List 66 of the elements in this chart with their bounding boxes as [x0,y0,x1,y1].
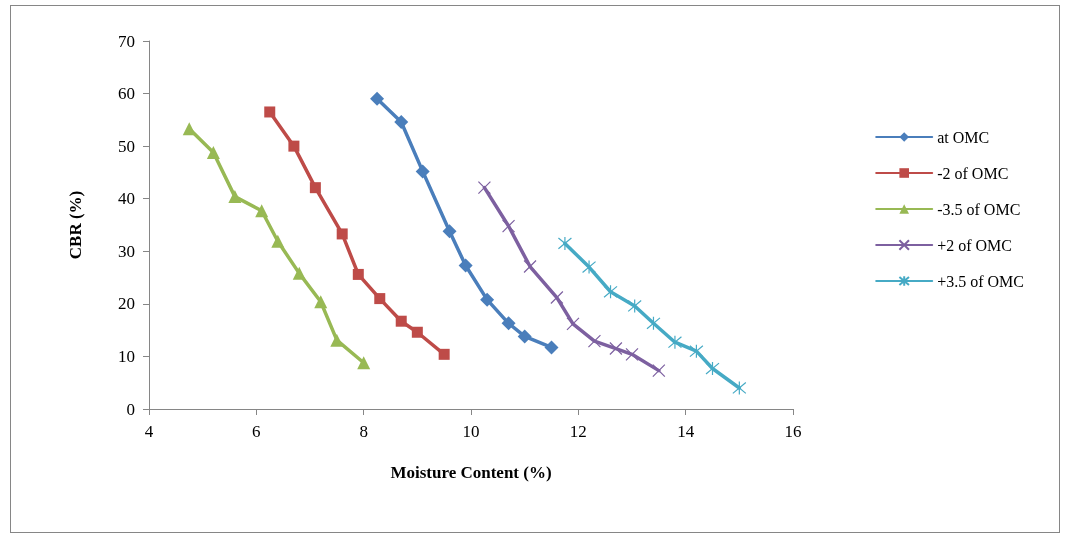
point [477,181,492,195]
point [625,347,639,361]
legend-label: -3.5 of OMC [937,200,1021,218]
point [394,114,409,129]
point [411,326,423,338]
y-tick-label: 20 [118,294,135,314]
point [228,190,242,204]
point [336,228,348,240]
x-tick-label: 16 [784,422,802,441]
x-tick-label: 12 [569,422,587,441]
point [330,333,344,347]
y-tick-label: 50 [118,136,135,156]
point [374,293,386,305]
y-tick-label: 10 [118,346,135,366]
point [501,316,516,331]
legend-label: +3.5 of OMC [937,272,1025,290]
point [609,341,623,356]
point [667,335,683,350]
point [438,348,450,360]
y-axis-title: CBR (%) [66,190,85,260]
point [517,329,532,344]
x-axis-title: Moisture Content (%) [390,463,552,482]
point [480,292,495,307]
point [646,316,661,331]
point [544,340,559,355]
point [182,122,196,136]
x-tick-label: 6 [252,422,261,441]
point [442,224,457,239]
x-tick-label: 14 [677,422,695,441]
point [550,290,564,305]
point [732,380,747,396]
y-tick-label: 30 [118,241,135,261]
point [458,258,473,273]
point [587,334,602,348]
point [352,268,364,280]
legend-label: -2 of OMC [937,164,1009,182]
point [523,259,537,274]
point [581,259,597,275]
x-tick-label: 4 [144,422,154,441]
x-tick-label: 8 [359,422,368,441]
point [603,284,618,299]
y-tick-label: 70 [118,31,135,51]
point [271,234,285,248]
point [501,219,516,233]
legend-label: +2 of OMC [937,236,1013,254]
point [557,236,573,251]
point [314,295,328,309]
y-tick-label: 60 [118,84,135,104]
point [395,315,407,327]
point [292,266,306,280]
point [652,364,666,378]
y-tick-label: 40 [118,189,135,209]
point [689,344,704,359]
point [415,164,430,179]
point [309,182,321,194]
point [357,356,371,370]
point [370,91,385,106]
point [264,106,276,118]
legend-label: at OMC [937,128,990,146]
point [255,204,269,218]
point [288,140,300,152]
point [206,145,220,159]
y-tick-label: 0 [126,399,135,419]
point [627,298,642,314]
x-tick-label: 10 [462,422,480,441]
point [705,361,720,376]
